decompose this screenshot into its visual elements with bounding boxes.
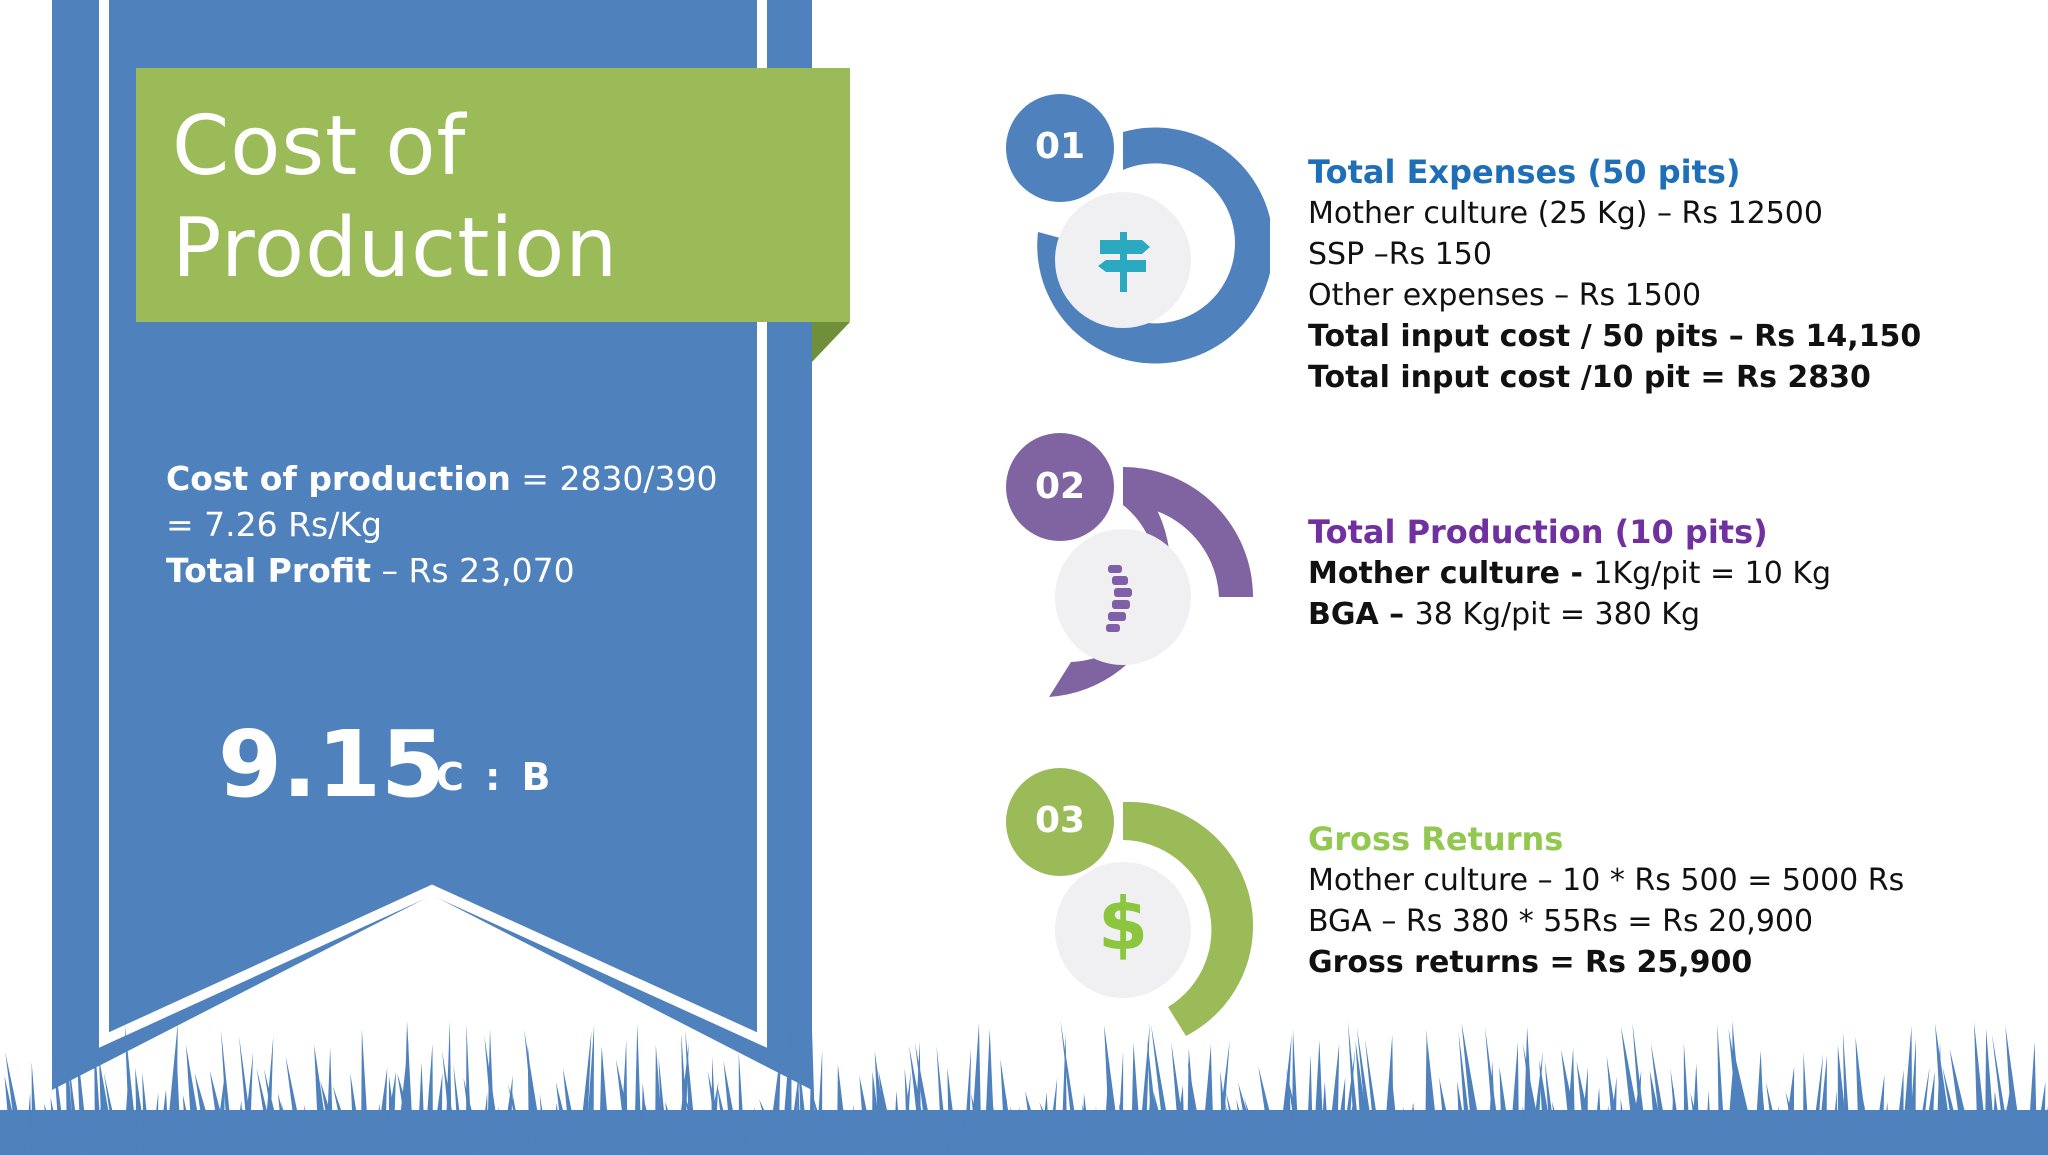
cost-benefit-ratio-value: 9.15 [218,711,445,818]
dollar-icon: $ [1097,882,1149,966]
cost-of-production-line: Cost of production = 2830/390 = 7.26 Rs/… [166,456,726,548]
cost-benefit-ratio-label: C : B [436,755,555,799]
cost-of-production-label: Cost of production [166,459,511,498]
step-1-number: 01 [1034,126,1086,167]
spine-icon [1106,565,1132,632]
total-production-heading: Total Production (10 pits) [1308,513,1768,551]
step-3-number: 03 [1034,800,1086,841]
summary-block: Cost of production = 2830/390 = 7.26 Rs/… [166,456,726,594]
production-line-label: Mother culture - [1308,556,1594,591]
total-profit-line: Total Profit – Rs 23,070 [166,548,726,594]
expense-line: Mother culture (25 Kg) – Rs 12500 [1308,196,1823,231]
returns-line: BGA – Rs 380 * 55Rs = Rs 20,900 [1308,904,1814,939]
returns-line: Mother culture – 10 * Rs 500 = 5000 Rs [1308,863,1905,898]
total-profit-value: – Rs 23,070 [371,551,575,590]
step-2-ring [1002,429,1253,697]
step-3-ring [1002,764,1254,1036]
step-1-ring [1002,90,1270,364]
production-line: Mother culture - 1Kg/pit = 10 Kg [1308,553,1831,594]
step-2-number: 02 [1034,466,1086,507]
expense-total-line: Total input cost / 50 pits – Rs 14,150 [1308,319,1922,354]
total-production-block: Total Production (10 pits) Mother cultur… [1308,512,1831,635]
signpost-icon [1098,232,1150,292]
total-profit-label: Total Profit [166,551,372,590]
production-line: BGA – 38 Kg/pit = 380 Kg [1308,594,1831,635]
page-title: Cost of Production [172,99,619,296]
returns-total-line: Gross returns = Rs 25,900 [1308,945,1753,980]
expense-total-line: Total input cost /10 pit = Rs 2830 [1308,360,1871,395]
production-line-value: 1Kg/pit = 10 Kg [1593,556,1832,591]
gross-returns-block: Gross Returns Mother culture – 10 * Rs 5… [1308,819,1904,983]
expense-line: SSP –Rs 150 [1308,237,1492,272]
total-expenses-block: Total Expenses (50 pits) Mother culture … [1308,152,1921,398]
cost-of-production-value: = 2830/390 = 7.26 Rs/Kg [166,459,718,544]
expense-line: Other expenses – Rs 1500 [1308,278,1702,313]
total-expenses-heading: Total Expenses (50 pits) [1308,153,1741,191]
production-line-label: BGA – [1308,597,1415,632]
gross-returns-heading: Gross Returns [1308,820,1564,858]
production-line-value: 38 Kg/pit = 380 Kg [1414,597,1701,632]
